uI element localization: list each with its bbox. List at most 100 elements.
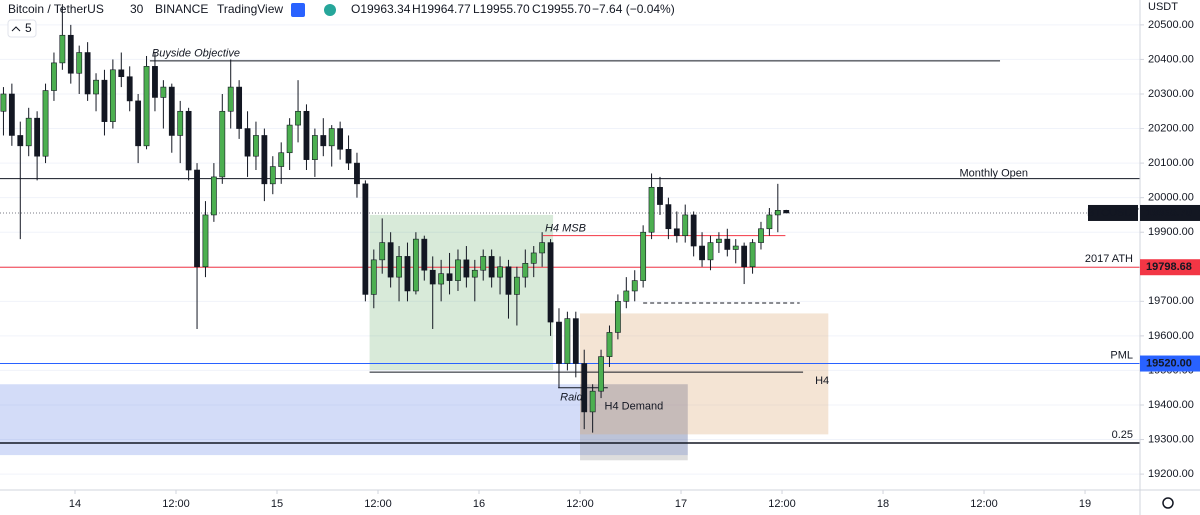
candle-body: [513, 276, 520, 295]
candle-body: [724, 238, 731, 250]
candle-body: [244, 128, 251, 157]
y-tick-label: 19400.00: [1148, 399, 1194, 411]
ohlc-open: O19963.34: [351, 2, 411, 16]
ohlc-low: L19955.70: [473, 2, 530, 16]
candle-body: [160, 86, 167, 98]
price-badge: [1140, 259, 1200, 276]
candle-body: [303, 110, 310, 160]
price-badge-label: 19798.68: [1146, 261, 1192, 273]
candle-body: [34, 117, 41, 157]
candle-body: [741, 245, 748, 268]
candle-body: [168, 86, 175, 136]
source: TradingView: [217, 2, 283, 16]
x-tick-label: 19: [1079, 498, 1091, 510]
x-tick-label: 17: [675, 498, 687, 510]
candle-body: [556, 321, 562, 364]
candle-body: [295, 110, 301, 126]
candle-body: [370, 259, 377, 295]
candle-body: [404, 256, 411, 292]
y-tick-label: 20100.00: [1148, 157, 1194, 169]
currency[interactable]: USDT: [1148, 1, 1178, 13]
candle-body: [67, 34, 74, 74]
zone: [580, 384, 688, 461]
candle-body: [126, 76, 133, 102]
candle-body: [530, 252, 537, 264]
candle-body: [614, 301, 621, 333]
candle-body: [236, 86, 243, 129]
candle-body: [51, 62, 57, 91]
ohlc-high: H19964.77: [412, 2, 471, 16]
candle-body: [471, 269, 478, 278]
candle-body: [539, 242, 546, 254]
candle-body: [783, 210, 790, 214]
y-tick-label: 19700.00: [1148, 295, 1194, 307]
interval: 30: [130, 2, 144, 16]
zone: [580, 313, 829, 435]
candle-body: [379, 242, 386, 261]
candle-body: [152, 66, 158, 98]
candle-body: [648, 186, 655, 233]
candle-body: [59, 34, 66, 64]
candle-body: [177, 110, 184, 136]
status-dot: [324, 4, 336, 16]
candle-body: [640, 231, 647, 281]
y-tick-label: 19200.00: [1148, 468, 1194, 480]
candle-body: [657, 186, 663, 205]
candle-body: [581, 363, 588, 413]
exchange: BINANCE: [155, 2, 208, 16]
level-label: H4 MSB: [545, 223, 586, 235]
price-badge: [1140, 204, 1200, 221]
y-tick-label: 20300.00: [1148, 88, 1194, 100]
settings-icon[interactable]: [1162, 497, 1174, 509]
candle-body: [337, 128, 344, 150]
candle-body: [480, 256, 487, 271]
x-tick-label: 12:00: [566, 498, 594, 510]
indicator-toggle[interactable]: [7, 19, 37, 38]
candle-body: [286, 124, 293, 154]
x-tick-label: 12:00: [364, 498, 392, 510]
ohlc-change: −7.64 (−0.04%): [592, 2, 675, 16]
flag-icon[interactable]: [291, 3, 305, 17]
level-label: Raid: [560, 392, 584, 404]
candle-body: [522, 263, 529, 278]
zone: [369, 214, 554, 371]
candle-body: [732, 245, 739, 250]
candle-body: [572, 318, 579, 364]
candle-body: [715, 238, 722, 243]
candle-body: [682, 214, 689, 236]
candle-body: [766, 214, 773, 230]
candle-body: [143, 66, 150, 147]
x-tick-label: 12:00: [162, 498, 190, 510]
price-badge-label: 19520.00: [1146, 357, 1192, 369]
candle-body: [665, 204, 672, 230]
candle-body: [278, 152, 285, 167]
x-tick-label: 18: [877, 498, 889, 510]
x-tick-label: 12:00: [970, 498, 998, 510]
x-tick-label: 14: [69, 498, 81, 510]
candle-body: [699, 245, 705, 261]
y-tick-label: 19900.00: [1148, 226, 1194, 238]
candle-body: [463, 259, 470, 278]
price-badge-label: 19955.70: [1146, 207, 1192, 219]
y-tick-label: 19300.00: [1148, 433, 1194, 445]
candle-body: [631, 280, 638, 292]
chevron: [11, 26, 21, 32]
candle-body: [412, 238, 419, 292]
candle-body: [396, 256, 402, 278]
candle-body: [429, 269, 436, 285]
candle-body: [227, 86, 234, 112]
zone-label: H4 Demand: [605, 400, 664, 412]
header: Bitcoin / TetherUS 30 BINANCE TradingVie…: [7, 1, 1178, 509]
candle-body: [311, 135, 318, 160]
candle-body: [354, 162, 360, 185]
candle-body: [194, 169, 200, 268]
level-label: Buyside Objective: [152, 48, 240, 60]
candle-body: [210, 176, 217, 216]
candle-body: [101, 79, 108, 122]
candle-body: [547, 242, 554, 323]
x-tick-label: 15: [271, 498, 283, 510]
candle-body: [219, 110, 226, 178]
candle-body: [320, 135, 327, 147]
symbol-badge: [1088, 204, 1138, 221]
